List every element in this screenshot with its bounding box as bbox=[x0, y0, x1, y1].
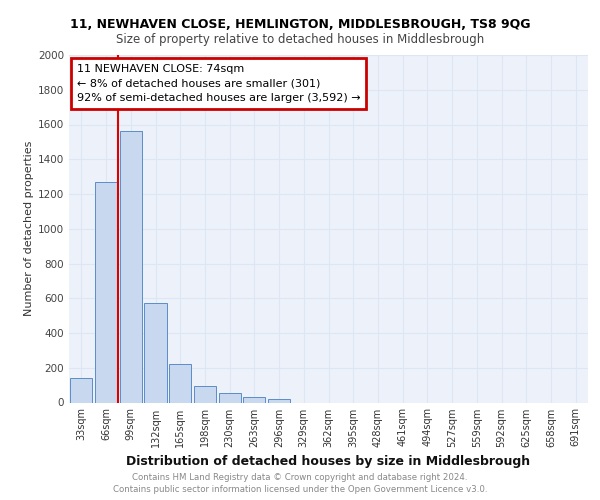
Text: 11 NEWHAVEN CLOSE: 74sqm
← 8% of detached houses are smaller (301)
92% of semi-d: 11 NEWHAVEN CLOSE: 74sqm ← 8% of detache… bbox=[77, 64, 361, 104]
Bar bbox=[145, 304, 167, 402]
Bar bbox=[243, 398, 265, 402]
Bar bbox=[119, 132, 142, 402]
Bar bbox=[95, 182, 117, 402]
Bar bbox=[218, 393, 241, 402]
Text: Contains HM Land Registry data © Crown copyright and database right 2024.
Contai: Contains HM Land Registry data © Crown c… bbox=[113, 472, 487, 494]
Bar bbox=[268, 399, 290, 402]
Bar bbox=[70, 378, 92, 402]
Text: Size of property relative to detached houses in Middlesbrough: Size of property relative to detached ho… bbox=[116, 32, 484, 46]
Text: 11, NEWHAVEN CLOSE, HEMLINGTON, MIDDLESBROUGH, TS8 9QG: 11, NEWHAVEN CLOSE, HEMLINGTON, MIDDLESB… bbox=[70, 18, 530, 30]
Bar bbox=[169, 364, 191, 403]
Bar bbox=[194, 386, 216, 402]
Y-axis label: Number of detached properties: Number of detached properties bbox=[24, 141, 34, 316]
X-axis label: Distribution of detached houses by size in Middlesbrough: Distribution of detached houses by size … bbox=[127, 455, 530, 468]
